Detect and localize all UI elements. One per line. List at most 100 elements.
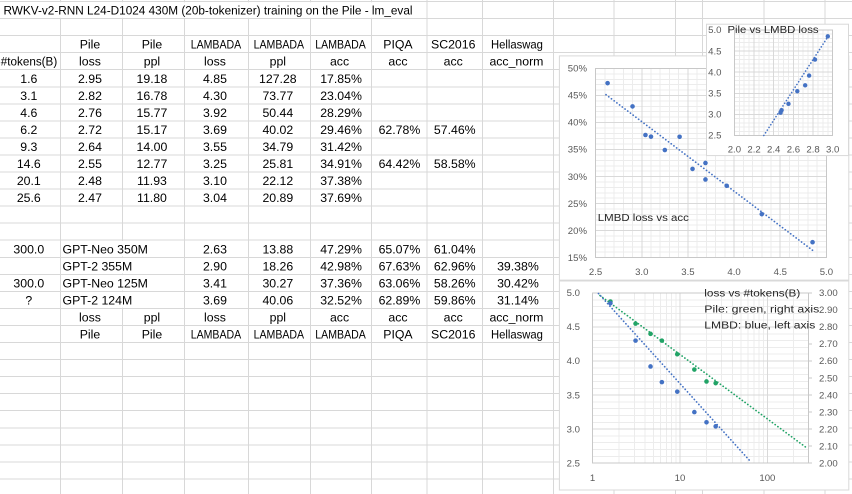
svg-text:19.18: 19.18 (137, 72, 168, 86)
svg-text:PIQA: PIQA (383, 328, 413, 342)
svg-text:58.26%: 58.26% (434, 276, 476, 290)
svg-text:13.88: 13.88 (262, 242, 293, 256)
svg-text:4.6: 4.6 (20, 106, 37, 120)
svg-text:LAMBADA: LAMBADA (254, 38, 305, 52)
svg-text:3.04: 3.04 (203, 191, 227, 205)
svg-text:45%: 45% (568, 91, 588, 102)
svg-text:100: 100 (759, 473, 775, 484)
svg-text:2.00: 2.00 (819, 458, 838, 469)
svg-text:30%: 30% (568, 172, 588, 183)
svg-text:SC2016: SC2016 (431, 328, 476, 342)
svg-text:3.10: 3.10 (203, 174, 227, 188)
svg-text:Pile: Pile (142, 328, 163, 342)
svg-text:2.82: 2.82 (78, 89, 102, 103)
svg-text:Hellaswag: Hellaswag (491, 328, 543, 342)
svg-text:3.55: 3.55 (203, 140, 227, 154)
svg-text:4.0: 4.0 (708, 67, 721, 78)
svg-text:LAMBADA: LAMBADA (315, 328, 366, 342)
svg-text:Hellaswag: Hellaswag (491, 38, 543, 52)
svg-text:3.0: 3.0 (826, 145, 839, 156)
svg-text:loss vs #tokens(B): loss vs #tokens(B) (704, 288, 800, 299)
svg-text:2.48: 2.48 (78, 174, 102, 188)
svg-text:15.77: 15.77 (137, 106, 168, 120)
svg-text:15.17: 15.17 (137, 123, 168, 137)
svg-text:300.0: 300.0 (13, 242, 44, 256)
svg-text:40%: 40% (568, 118, 588, 129)
svg-text:3.5: 3.5 (708, 89, 721, 100)
svg-text:loss: loss (79, 310, 101, 324)
svg-text:22.12: 22.12 (262, 174, 293, 188)
svg-text:40.06: 40.06 (262, 293, 293, 307)
svg-text:39.38%: 39.38% (497, 259, 539, 273)
svg-text:3.0: 3.0 (567, 424, 580, 435)
svg-text:1.6: 1.6 (20, 72, 37, 86)
svg-text:2.60: 2.60 (819, 356, 838, 367)
svg-text:4.30: 4.30 (203, 89, 227, 103)
svg-text:2.90: 2.90 (203, 259, 227, 273)
svg-text:5.0: 5.0 (820, 267, 833, 278)
svg-text:2.40: 2.40 (819, 390, 838, 401)
svg-text:Pile vs LMBD loss: Pile vs LMBD loss (728, 25, 819, 36)
svg-text:2.50: 2.50 (819, 373, 838, 384)
svg-text:loss: loss (204, 55, 226, 69)
svg-text:2.6: 2.6 (787, 145, 800, 156)
svg-text:2.90: 2.90 (819, 305, 838, 316)
svg-text:LAMBADA: LAMBADA (191, 38, 242, 52)
svg-text:73.77: 73.77 (262, 89, 293, 103)
svg-text:ppl: ppl (144, 55, 160, 69)
svg-text:28.29%: 28.29% (320, 106, 362, 120)
svg-text:42.98%: 42.98% (320, 259, 362, 273)
svg-text:63.06%: 63.06% (379, 276, 421, 290)
svg-text:4.0: 4.0 (727, 267, 740, 278)
svg-text:2.8: 2.8 (806, 145, 819, 156)
svg-text:2.80: 2.80 (819, 322, 838, 333)
svg-text:57.46%: 57.46% (434, 123, 476, 137)
svg-text:loss: loss (204, 310, 226, 324)
svg-text:3.69: 3.69 (203, 293, 227, 307)
svg-text:LMBD: blue, left axis: LMBD: blue, left axis (704, 321, 815, 332)
svg-text:20%: 20% (568, 226, 588, 237)
svg-text:2.10: 2.10 (819, 441, 838, 452)
svg-text:9.3: 9.3 (20, 140, 37, 154)
svg-text:127.28: 127.28 (259, 72, 297, 86)
svg-text:acc: acc (388, 55, 407, 69)
svg-text:Pile: Pile (142, 38, 163, 52)
svg-text:25.6: 25.6 (17, 191, 41, 205)
svg-text:3.41: 3.41 (203, 276, 227, 290)
svg-text:3.5: 3.5 (681, 267, 694, 278)
svg-text:50.44: 50.44 (262, 106, 293, 120)
svg-text:2.72: 2.72 (78, 123, 102, 137)
svg-text:31.42%: 31.42% (320, 140, 362, 154)
svg-text:PIQA: PIQA (383, 38, 413, 52)
svg-text:40.02: 40.02 (262, 123, 293, 137)
svg-text:2.0: 2.0 (728, 145, 741, 156)
svg-text:2.63: 2.63 (203, 242, 227, 256)
svg-text:12.77: 12.77 (137, 157, 168, 171)
svg-text:11.80: 11.80 (137, 191, 167, 205)
svg-text:67.63%: 67.63% (379, 259, 421, 273)
svg-text:62.89%: 62.89% (379, 293, 421, 307)
svg-text:300.0: 300.0 (13, 276, 44, 290)
svg-text:2.55: 2.55 (78, 157, 102, 171)
svg-text:10: 10 (675, 473, 686, 484)
svg-text:3.25: 3.25 (203, 157, 227, 171)
svg-text:acc: acc (444, 310, 463, 324)
svg-text:37.38%: 37.38% (320, 174, 362, 188)
svg-text:SC2016: SC2016 (431, 38, 476, 52)
svg-text:2.4: 2.4 (767, 145, 781, 156)
svg-text:1: 1 (590, 473, 595, 484)
svg-text:acc: acc (444, 55, 463, 69)
svg-text:Pile: green, right axis: Pile: green, right axis (704, 305, 819, 316)
svg-text:14.6: 14.6 (17, 157, 41, 171)
svg-text:4.0: 4.0 (567, 356, 580, 367)
svg-text:2.5: 2.5 (708, 131, 721, 142)
svg-text:4.5: 4.5 (708, 46, 721, 57)
svg-text:30.42%: 30.42% (497, 276, 539, 290)
svg-text:GPT-2 124M: GPT-2 124M (63, 293, 133, 307)
svg-text:16.78: 16.78 (137, 89, 168, 103)
svg-text:23.04%: 23.04% (320, 89, 362, 103)
svg-text:25%: 25% (568, 199, 588, 210)
svg-text:GPT-2 355M: GPT-2 355M (63, 259, 133, 273)
svg-text:acc_norm: acc_norm (489, 310, 543, 324)
svg-text:acc: acc (330, 55, 349, 69)
